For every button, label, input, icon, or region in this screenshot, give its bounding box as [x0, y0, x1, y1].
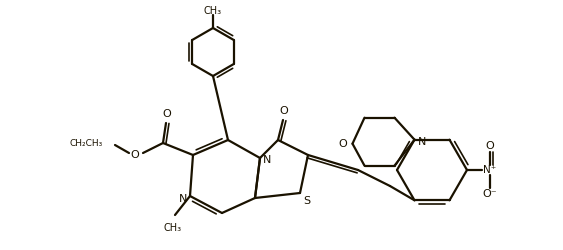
- Text: O: O: [486, 141, 494, 151]
- Text: CH₂CH₃: CH₂CH₃: [70, 138, 103, 147]
- Text: O: O: [280, 106, 288, 116]
- Text: N⁺: N⁺: [484, 165, 497, 175]
- Text: N: N: [179, 194, 187, 204]
- Text: N: N: [263, 155, 271, 165]
- Text: O⁻: O⁻: [482, 189, 497, 199]
- Text: S: S: [303, 196, 311, 206]
- Text: O: O: [131, 150, 140, 160]
- Text: CH₃: CH₃: [164, 223, 182, 233]
- Text: O: O: [163, 109, 171, 119]
- Text: CH₃: CH₃: [204, 6, 222, 16]
- Text: O: O: [338, 139, 347, 149]
- Text: N: N: [418, 137, 427, 147]
